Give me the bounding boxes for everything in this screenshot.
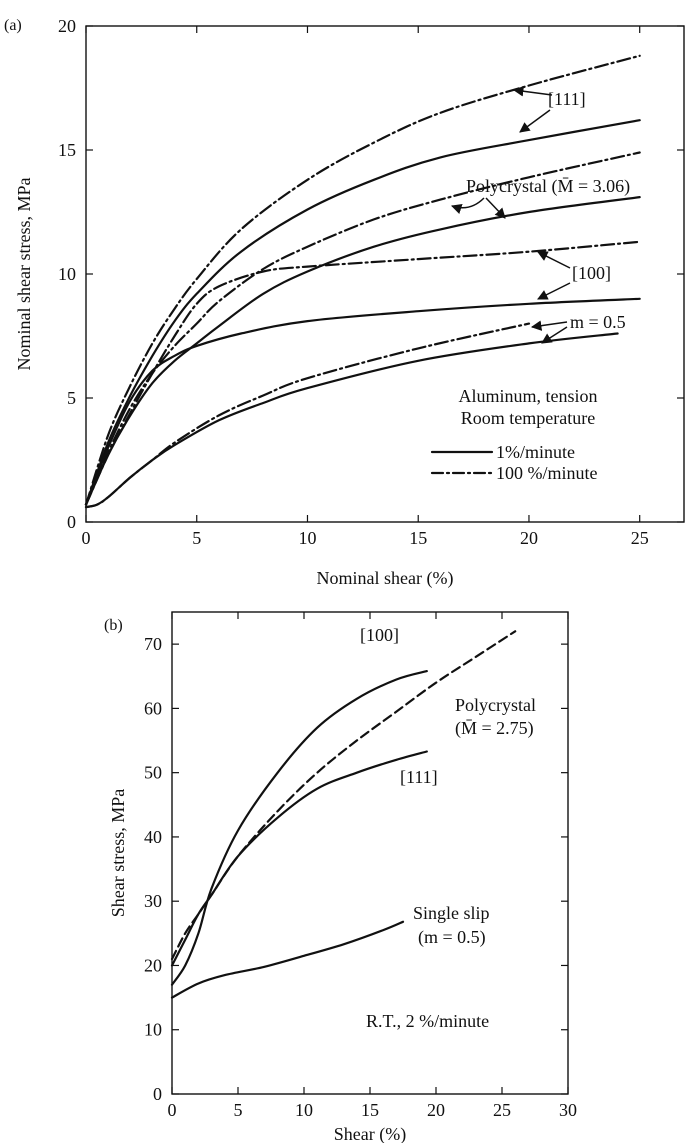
y-tick-label-b-0: 0 (153, 1084, 162, 1104)
annot-a-polycrystal: Polycrystal (M̄ = 3.06) (466, 176, 630, 197)
x-tick-label-b-5: 5 (234, 1100, 243, 1120)
x-tick-label-a-15: 15 (409, 528, 427, 548)
annot-a-m05: m = 0.5 (570, 312, 626, 332)
y-tick-label-b-70: 70 (144, 634, 162, 654)
x-tick-label-a-20: 20 (520, 528, 538, 548)
series-line-a-100-dashed-4 (84, 240, 641, 506)
chart-panel-b: (b) 0 5 10 15 20 25 30 0 10 20 30 40 50 60 70 Shear (%… (104, 611, 577, 1143)
y-tick-label-b-40: 40 (144, 827, 162, 847)
curves-b (170, 630, 517, 999)
x-axis-label-a: Nominal shear (%) (317, 568, 454, 589)
y-tick-label-b-20: 20 (144, 955, 162, 975)
series-line-b-111-solid-1 (170, 750, 428, 967)
curves-a (84, 54, 641, 509)
series-line-a-polycrystal-solid-3 (84, 196, 641, 506)
series-line-a-polycrystal-dashed-2 (84, 151, 641, 506)
arrow-a-111-solid (519, 109, 551, 133)
y-axis-label-a: Nominal shear stress, MPa (14, 178, 34, 371)
x-tick-label-b-25: 25 (493, 1100, 511, 1120)
annot-b-100: [100] (360, 625, 399, 645)
panel-b-label: (b) (104, 617, 123, 634)
arrow-a-m05-solid (541, 326, 568, 344)
panel-a-label: (a) (4, 17, 22, 34)
legend-a-solid-label: 1%/minute (496, 442, 575, 462)
annot-a-100: [100] (572, 263, 611, 283)
y-axis-label-b: Shear stress, MPa (108, 789, 128, 918)
series-line-a-111-dashed-0 (84, 54, 641, 506)
x-tick-label-b-30: 30 (559, 1100, 577, 1120)
legend-a-title-2: Room temperature (461, 408, 595, 428)
annot-b-m05: (m = 0.5) (418, 927, 486, 948)
x-tick-label-b-20: 20 (427, 1100, 445, 1120)
y-tick-label-a-0: 0 (67, 512, 76, 532)
legend-a-dashed-label: 100 %/minute (496, 463, 598, 483)
series-line-b-polycrystal-dashed-2 (170, 630, 517, 961)
annot-a-111: [111] (548, 89, 586, 109)
series-line-a-111-solid-1 (84, 119, 641, 506)
chart-panel-a: (a) 0 5 10 15 20 25 0 5 10 15 20 Nominal shear (%)… (4, 16, 685, 589)
arrow-a-100-solid (537, 282, 571, 300)
arrow-a-m05-dashed (530, 320, 568, 331)
arrow-a-poly-dashed (451, 197, 485, 214)
x-tick-label-b-0: 0 (168, 1100, 177, 1120)
y-tick-label-a-20: 20 (58, 16, 76, 36)
ticks-a: 0 5 10 15 20 25 0 5 10 15 20 (58, 16, 684, 548)
x-tick-label-a-25: 25 (631, 528, 649, 548)
y-tick-label-a-5: 5 (67, 388, 76, 408)
y-tick-label-a-15: 15 (58, 140, 76, 160)
series-line-a-m-0-5-dashed-6 (84, 322, 531, 509)
annot-b-polycrystal: Polycrystal (455, 695, 536, 715)
arrow-a-poly-solid (485, 197, 506, 219)
annot-b-conditions: R.T., 2 %/minute (366, 1011, 489, 1031)
y-tick-label-a-10: 10 (58, 264, 76, 284)
series-line-b-single-slip-solid-3 (170, 920, 405, 999)
x-axis-label-b: Shear (%) (334, 1124, 406, 1143)
y-tick-label-b-30: 30 (144, 891, 162, 911)
legend-a: Aluminum, tension Room temperature 1%/mi… (430, 386, 598, 483)
y-tick-label-b-50: 50 (144, 763, 162, 783)
annot-b-single-slip: Single slip (413, 903, 490, 923)
x-tick-label-b-10: 10 (295, 1100, 313, 1120)
legend-a-title-1: Aluminum, tension (459, 386, 598, 406)
x-tick-label-a-0: 0 (82, 528, 91, 548)
arrow-a-100-dashed (537, 251, 571, 269)
ticks-b: 0 5 10 15 20 25 30 0 10 20 30 40 50 60 70 (144, 612, 577, 1120)
x-tick-label-a-5: 5 (192, 528, 201, 548)
arrow-a-111-dashed (512, 86, 553, 97)
series-line-b-100-solid-0 (170, 670, 428, 986)
series-line-a-100-solid-5 (84, 297, 641, 506)
annot-b-mbar: (M̄ = 2.75) (455, 718, 534, 739)
y-tick-label-b-10: 10 (144, 1020, 162, 1040)
y-tick-label-b-60: 60 (144, 698, 162, 718)
series-line-a-m-0-5-solid-7 (84, 332, 619, 509)
x-tick-label-a-10: 10 (298, 528, 316, 548)
x-tick-label-b-15: 15 (361, 1100, 379, 1120)
annot-b-111: [111] (400, 767, 438, 787)
